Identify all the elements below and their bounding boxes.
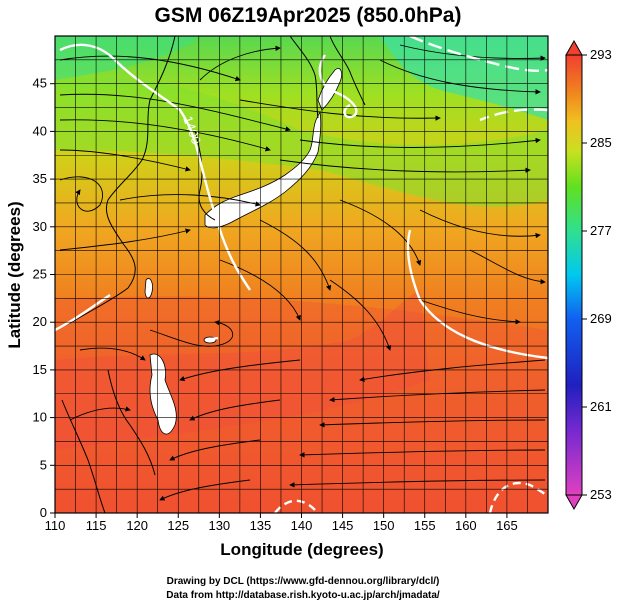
taiwan [144, 278, 153, 299]
colorbar-tick-label: 285 [590, 135, 612, 150]
colorbar: 253 261 269 277 285 293 [565, 39, 612, 511]
colorbar-tick-label: 253 [590, 487, 612, 502]
cold-region [380, 36, 548, 120]
x-tick-label: 115 [86, 518, 107, 533]
credit-dcl: Drawing by DCL (https://www.gfd-dennou.o… [167, 576, 440, 587]
colorbar-ticks: 253 261 269 277 285 293 [582, 47, 612, 502]
colorbar-tick-label: 293 [590, 47, 612, 62]
x-tick-label: 150 [373, 518, 395, 533]
y-tick-label: 20 [33, 314, 47, 329]
x-tick-label: 130 [208, 518, 230, 533]
y-tick-label: 0 [40, 505, 47, 520]
y-tick-label: 35 [33, 171, 47, 186]
x-tick-label: 155 [414, 518, 436, 533]
x-axis: 110 115 120 125 130 135 140 145 150 155 160 165 [45, 513, 518, 533]
y-axis-label: Latitude (degrees) [5, 201, 24, 348]
coastlines [55, 36, 366, 513]
colorbar-bottom-triangle [565, 494, 583, 511]
x-axis-label: Longitude (degrees) [220, 540, 383, 559]
y-axis: 0 5 10 15 20 25 30 35 40 45 [33, 76, 55, 520]
x-tick-label: 135 [250, 518, 272, 533]
x-tick-label: 145 [332, 518, 354, 533]
colorbar-top-triangle [565, 39, 583, 56]
y-tick-label: 15 [33, 362, 47, 377]
y-tick-label: 25 [33, 267, 47, 282]
colorbar-tick-label: 261 [590, 399, 612, 414]
x-tick-label: 165 [496, 518, 518, 533]
x-tick-label: 125 [167, 518, 189, 533]
y-tick-label: 45 [33, 76, 47, 91]
colorbar-scale [565, 54, 583, 496]
colorbar-tick-label: 269 [590, 311, 612, 326]
colorbar-tick-label: 277 [590, 223, 612, 238]
y-tick-label: 5 [40, 457, 47, 472]
x-tick-label: 110 [45, 518, 66, 533]
x-tick-label: 120 [126, 518, 148, 533]
y-tick-label: 40 [33, 123, 47, 138]
y-tick-label: 30 [33, 219, 47, 234]
credit-data: Data from http://database.rish.kyoto-u.a… [166, 590, 440, 601]
x-tick-label: 140 [291, 518, 313, 533]
plot-area: 1400 [55, 36, 548, 513]
grid-lines [55, 36, 548, 513]
x-tick-label: 160 [455, 518, 477, 533]
y-tick-label: 10 [33, 410, 47, 425]
chart-title: GSM 06Z19Apr2025 (850.0hPa) [155, 4, 462, 27]
